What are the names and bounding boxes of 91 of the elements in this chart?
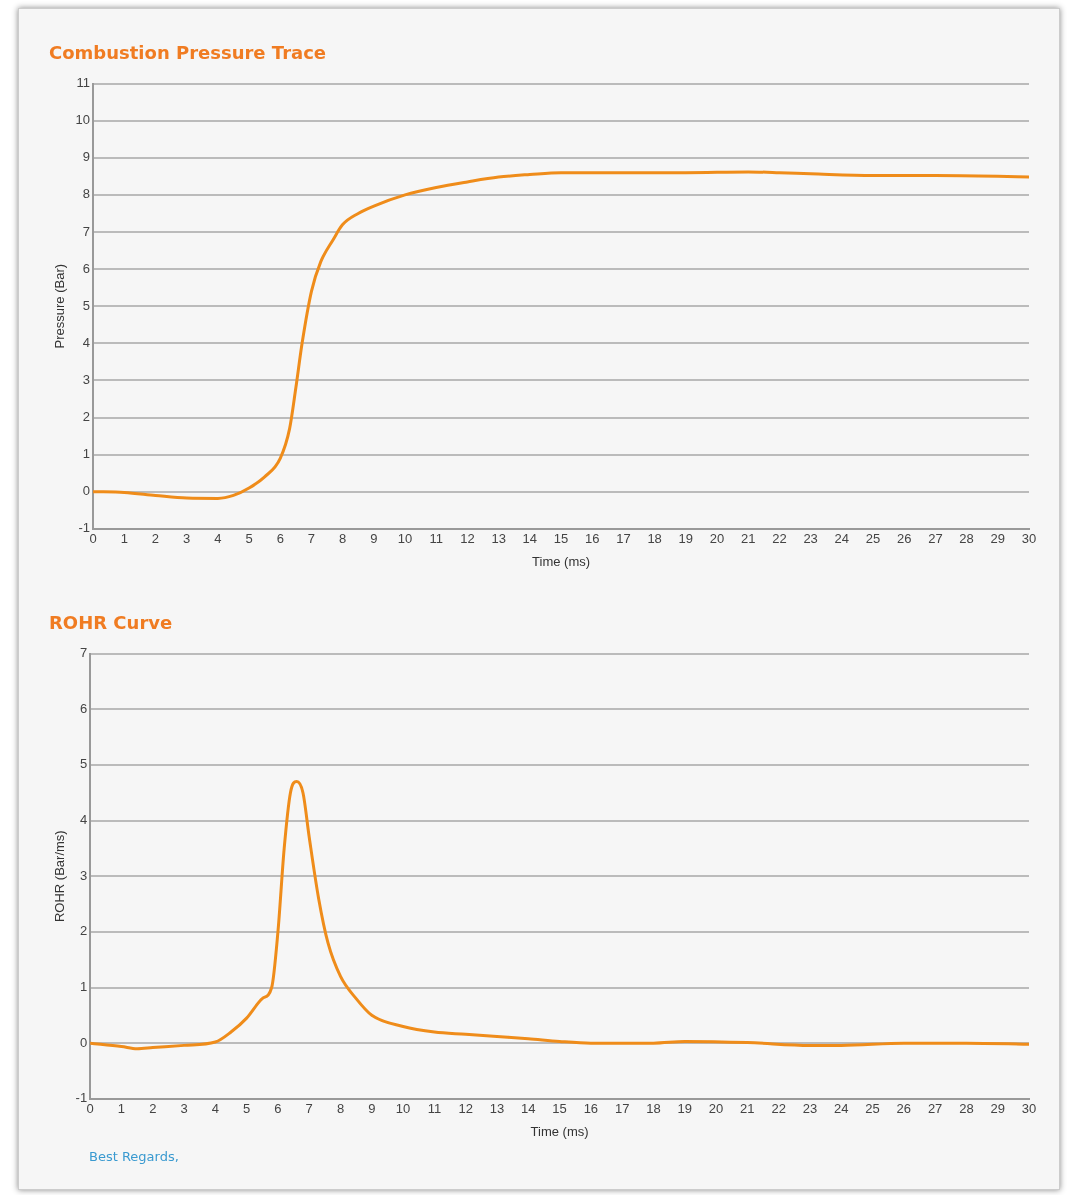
y-tick-label: 11 — [76, 75, 91, 91]
x-axis-title: Time (ms) — [530, 1123, 589, 1139]
y-axis-title: ROHR (Bar/ms) — [52, 830, 68, 923]
x-tick-label: 2 — [149, 1101, 157, 1117]
y-tick-label: 5 — [82, 297, 91, 313]
line-series — [93, 170, 1029, 500]
x-tick-label: 13 — [489, 1101, 505, 1117]
x-tick-label: 6 — [274, 1101, 282, 1117]
x-tick-label: 14 — [521, 1101, 536, 1117]
x-tick-label: 19 — [678, 531, 694, 547]
x-tick-label: 21 — [740, 1101, 755, 1117]
x-tick-label: 9 — [370, 531, 378, 547]
y-tick-label: 9 — [82, 149, 91, 165]
x-tick-label: 13 — [491, 531, 506, 547]
text: Best Regards, — [89, 1149, 180, 1164]
x-tick-label: 10 — [397, 531, 413, 547]
x-tick-label: 18 — [646, 1101, 661, 1117]
chart-title: ROHR Curve — [49, 612, 173, 634]
x-tick-label: 21 — [740, 531, 756, 547]
y-tick-label: 7 — [82, 223, 91, 239]
y-tick-label: -1 — [78, 520, 91, 536]
y-tick-label: 0 — [82, 483, 91, 499]
x-tick-label: 4 — [211, 1101, 219, 1117]
x-tick-label: 16 — [584, 531, 600, 547]
x-tick-label: 6 — [276, 531, 284, 547]
x-tick-label: 29 — [990, 531, 1006, 547]
y-tick-label: 0 — [79, 1034, 88, 1050]
x-tick-label: 28 — [959, 531, 974, 547]
x-tick-label: 24 — [834, 531, 850, 547]
x-tick-label: 29 — [990, 1101, 1005, 1117]
x-tick-label: 17 — [614, 1101, 630, 1117]
y-tick-label: 3 — [79, 867, 88, 883]
x-tick-label: 20 — [708, 1101, 724, 1117]
x-tick-label: 2 — [151, 531, 160, 547]
x-tick-label: 28 — [959, 1101, 974, 1117]
y-tick-label: 1 — [82, 446, 91, 462]
x-tick-label: 30 — [1021, 1101, 1037, 1117]
x-tick-label: 23 — [803, 531, 818, 547]
x-tick-label: 15 — [552, 1101, 567, 1117]
x-axis-title: Time (ms) — [532, 553, 591, 569]
x-tick-label: 27 — [927, 1101, 943, 1117]
y-tick-label: 6 — [82, 260, 91, 276]
y-axis-title: Pressure (Bar) — [52, 263, 68, 349]
x-tick-label: 24 — [834, 1101, 849, 1117]
line-series — [90, 780, 1029, 1051]
chart-title: Combustion Pressure Trace — [49, 42, 327, 64]
x-tick-label: 5 — [243, 1101, 251, 1117]
y-tick-label: 1 — [79, 979, 88, 995]
x-tick-label: 23 — [802, 1101, 818, 1117]
x-tick-label: 1 — [117, 1101, 126, 1117]
x-tick-label: 17 — [616, 531, 631, 547]
x-tick-label: 16 — [583, 1101, 599, 1117]
x-tick-label: 11 — [427, 1101, 442, 1117]
y-tick-label: 4 — [82, 334, 91, 350]
x-tick-label: 18 — [647, 531, 662, 547]
x-tick-label: 3 — [180, 1101, 188, 1117]
y-tick-label: 6 — [79, 700, 88, 716]
y-tick-label: 8 — [82, 186, 91, 202]
x-tick-label: 25 — [865, 531, 881, 547]
x-tick-label: 15 — [553, 531, 569, 547]
x-tick-label: 27 — [928, 531, 943, 547]
x-tick-label: 8 — [336, 1101, 345, 1117]
x-tick-label: 26 — [896, 1101, 912, 1117]
y-tick-label: 3 — [82, 371, 91, 387]
x-tick-label: 1 — [120, 531, 128, 547]
x-tick-label: 10 — [395, 1101, 411, 1117]
x-tick-label: 22 — [772, 531, 787, 547]
x-tick-label: 12 — [458, 1101, 473, 1117]
x-tick-label: 4 — [214, 531, 222, 547]
y-tick-label: 2 — [79, 923, 88, 939]
y-tick-label: 4 — [79, 812, 88, 828]
x-tick-label: 12 — [460, 531, 475, 547]
x-tick-label: 25 — [865, 1101, 880, 1117]
x-tick-label: 5 — [245, 531, 253, 547]
y-tick-label: 10 — [75, 112, 91, 128]
x-tick-label: 8 — [339, 531, 347, 547]
x-tick-label: 7 — [307, 531, 316, 547]
x-tick-label: 14 — [522, 531, 538, 547]
x-tick-label: 20 — [709, 531, 725, 547]
x-tick-label: 7 — [305, 1101, 313, 1117]
y-tick-label: 7 — [79, 645, 88, 661]
y-tick-label: -1 — [75, 1090, 88, 1106]
x-tick-label: 22 — [771, 1101, 786, 1117]
x-tick-label: 11 — [429, 531, 443, 547]
x-tick-label: 3 — [183, 531, 191, 547]
x-tick-label: 9 — [368, 1101, 376, 1117]
y-tick-label: 5 — [79, 756, 88, 772]
x-tick-label: 30 — [1021, 531, 1037, 547]
x-tick-label: 26 — [896, 531, 912, 547]
x-tick-label: 19 — [677, 1101, 692, 1117]
y-tick-label: 2 — [82, 409, 91, 425]
